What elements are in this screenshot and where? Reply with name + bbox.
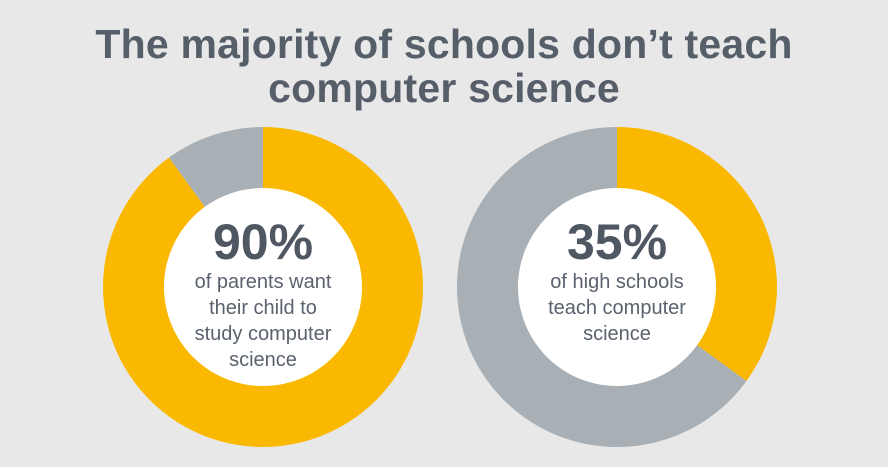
schools-desc-line-2: teach computer [548,297,686,319]
parents-desc-line-4: science [229,349,297,371]
title-line-1: The majority of schools don’t teach [95,21,793,67]
parents-desc-line-2: their child to [209,297,317,319]
parents-donut-chart: 90% of parents want their child to study… [103,127,423,447]
schools-description: of high schools teach computer science [457,269,777,347]
parents-donut-hole [164,188,362,386]
schools-desc-line-1: of high schools [550,271,684,293]
page-title: The majority of schools don’t teach comp… [0,22,888,110]
parents-desc-line-1: of parents want [194,271,332,293]
schools-desc-line-3: science [583,323,651,345]
schools-percentage: 35% [566,214,668,270]
parents-description: of parents want their child to study com… [103,269,423,373]
parents-donut-svg [103,127,423,447]
schools-donut-hole [518,188,716,386]
schools-center-text: 35% of high schools teach computer scien… [457,215,777,347]
parents-percentage: 90% [212,214,314,270]
schools-donut-chart: 35% of high schools teach computer scien… [457,127,777,447]
title-line-2: computer science [268,65,620,111]
schools-donut-svg [457,127,777,447]
parents-center-text: 90% of parents want their child to study… [103,215,423,373]
parents-desc-line-3: study computer [194,323,332,345]
